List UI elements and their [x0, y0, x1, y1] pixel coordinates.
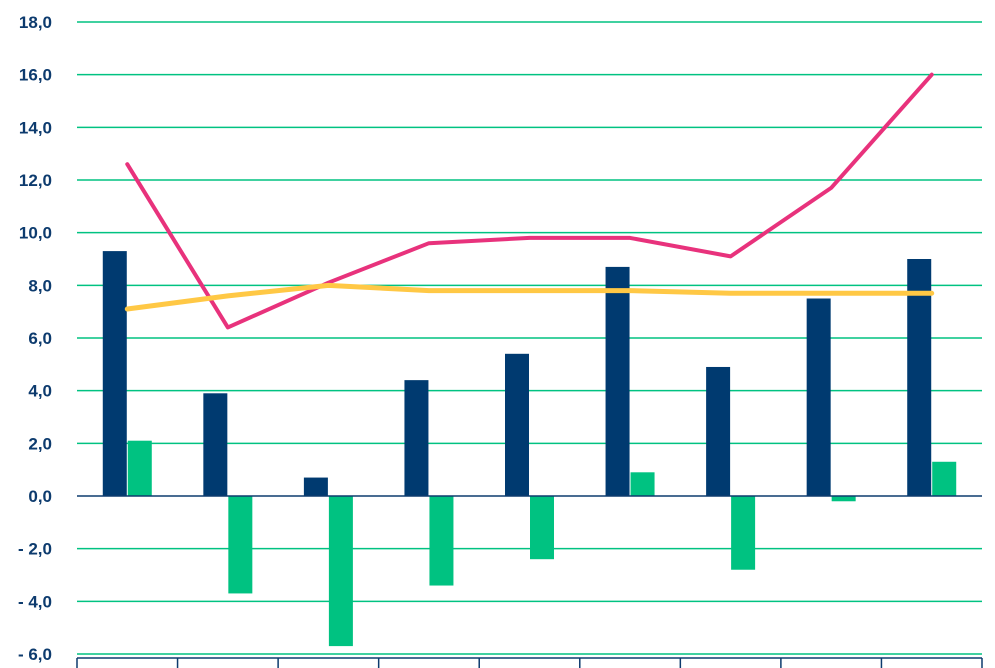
bar-series-1-T32023	[907, 259, 932, 496]
x-tick-label: INV2020	[597, 665, 663, 668]
bar-series-1-T12021	[706, 366, 731, 496]
bar-series-2-T32023	[932, 461, 957, 496]
bar-series-1-T32018	[203, 393, 228, 496]
y-tick-label: 8,0	[28, 276, 52, 295]
x-tick-label: T32017	[98, 665, 156, 668]
bar-series-2-T32019	[328, 496, 353, 647]
y-tick-label: 12,0	[19, 171, 52, 190]
gridlines	[77, 21, 982, 655]
bar-series-2-T12021	[731, 496, 756, 570]
lines	[124, 72, 935, 330]
x-tick-label: T1H2020	[495, 665, 565, 668]
y-axis-ticks: 18,0 16,0 14,0 12,0 10,0 8,0 6,0 4,0 2,0 0,0 - 2,0…	[18, 13, 52, 664]
x-tick-label: T12021	[702, 665, 760, 668]
y-tick-label: 4,0	[28, 382, 52, 401]
y-tick-label: - 6,0	[18, 645, 52, 664]
x-tick-label: T32018	[199, 665, 257, 668]
bar-series-2-INV2020	[630, 472, 655, 496]
line-series-2	[124, 282, 935, 312]
y-tick-label: 14,0	[19, 118, 52, 137]
y-tick-label: 18,0	[19, 13, 52, 32]
bar-series-2-T32022	[831, 496, 856, 502]
y-tick-label: - 2,0	[18, 540, 52, 559]
bar-series-2-T12020	[429, 496, 454, 586]
bar-series-2-T32018	[228, 496, 253, 594]
x-tick-label: T32022	[802, 665, 860, 668]
y-tick-label: 16,0	[19, 66, 52, 85]
y-tick-label: 0,0	[28, 487, 52, 506]
bars	[77, 251, 982, 647]
bar-series-1-T12020	[404, 380, 429, 496]
bar-series-1-T32019	[303, 477, 328, 496]
bar-series-1-T32022	[806, 298, 831, 496]
bar-series-1-INV2020	[605, 266, 630, 496]
x-tick-label: T32019	[300, 665, 358, 668]
y-tick-label: 10,0	[19, 224, 52, 243]
bar-series-1-T1H2020	[505, 353, 529, 496]
bar-series-2-T1H2020	[530, 496, 554, 560]
bar-series-1-T32017	[102, 251, 127, 496]
x-axis: T32017 T32018 T32019 T12020 T1H2020 INV2020 T1…	[76, 657, 983, 668]
y-tick-label: 6,0	[28, 329, 52, 348]
bar-series-2-T32017	[127, 440, 152, 496]
x-tick-label: T12020	[400, 665, 458, 668]
y-tick-label: - 4,0	[18, 592, 52, 611]
x-tick-label: T32023	[903, 665, 961, 668]
y-tick-label: 2,0	[28, 434, 52, 453]
line-series-1	[125, 72, 934, 330]
